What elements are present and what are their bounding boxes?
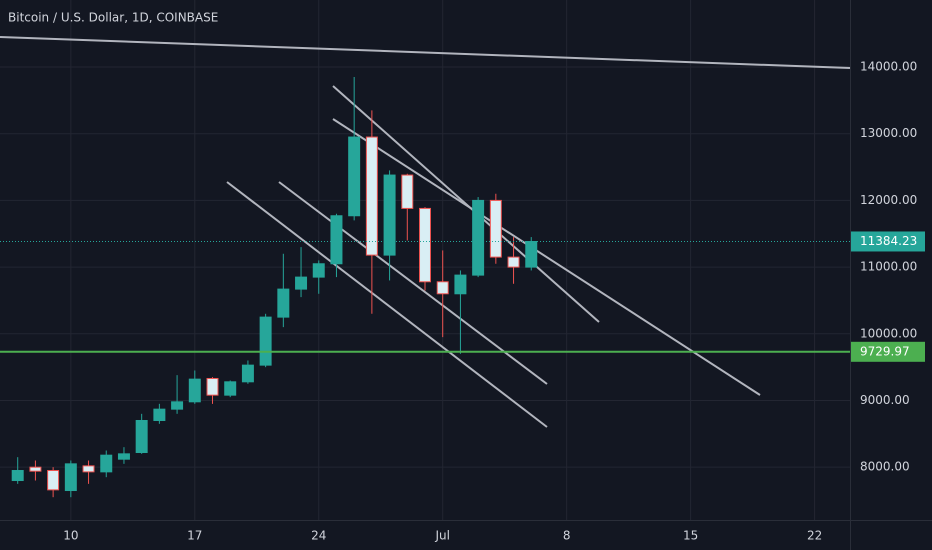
price-label: 9729.97: [860, 344, 910, 358]
candle-body: [188, 378, 201, 403]
candle-body: [224, 381, 237, 396]
price-label-box: [851, 341, 925, 362]
candle-body: [525, 240, 538, 268]
y-tick-label: 8000.00: [860, 460, 910, 474]
candle-body: [507, 256, 520, 268]
y-tick-label: 10000.00: [860, 326, 917, 340]
candle-body: [64, 463, 77, 492]
trend-line: [0, 36, 851, 69]
candle-body: [47, 470, 60, 491]
candle-body: [472, 199, 485, 276]
candle-body: [383, 174, 396, 256]
candle-body: [153, 408, 166, 421]
candle-body: [206, 377, 219, 396]
candle-body: [330, 215, 343, 265]
candle-body: [401, 174, 414, 209]
x-tick-label: 15: [683, 529, 698, 543]
price-label: 11384.23: [860, 234, 917, 248]
candle-body: [135, 419, 148, 454]
y-tick-label: 12000.00: [860, 193, 917, 207]
x-tick-label: 10: [63, 529, 78, 543]
candle-body: [312, 263, 325, 278]
price-label-box: [851, 231, 925, 252]
chart-title: Bitcoin / U.S. Dollar, 1D, COINBASE: [8, 11, 218, 25]
candle-body: [241, 364, 254, 383]
candle-body: [29, 466, 42, 472]
candle-body: [117, 453, 130, 460]
candle-body: [171, 401, 184, 410]
y-tick-label: 14000.00: [860, 60, 917, 74]
candle-body: [259, 316, 272, 366]
candle-body: [295, 276, 308, 290]
channel-line: [278, 181, 548, 385]
x-tick-label: 8: [563, 529, 571, 543]
x-tick-label: Jul: [434, 529, 449, 543]
channel-line: [332, 118, 761, 396]
y-tick-label: 11000.00: [860, 260, 917, 274]
candle-body: [489, 199, 502, 258]
candle-body: [82, 465, 95, 473]
candle-body: [419, 207, 431, 283]
candle-body: [100, 454, 113, 473]
channel-line: [226, 181, 548, 428]
candle-body: [348, 136, 361, 217]
candle-body: [436, 281, 449, 295]
candle-body: [277, 288, 290, 318]
y-tick-label: 9000.00: [860, 393, 910, 407]
candle-body: [11, 470, 24, 482]
candle-body: [454, 274, 467, 295]
x-tick-label: 24: [311, 529, 326, 543]
drawings: [0, 36, 851, 428]
candle-body: [365, 136, 378, 256]
x-tick-label: 17: [187, 529, 202, 543]
y-tick-label: 13000.00: [860, 126, 917, 140]
x-tick-label: 22: [807, 529, 822, 543]
